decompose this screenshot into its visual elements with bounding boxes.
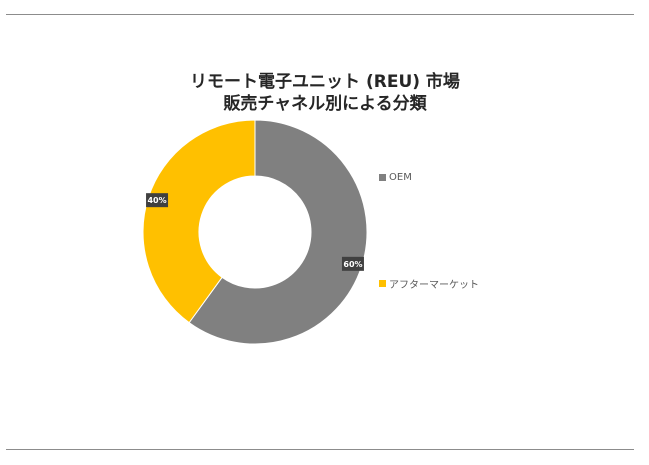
legend-label-aftermarket: アフターマーケット (389, 280, 479, 291)
legend-swatch-oem (379, 174, 386, 181)
data-label-text-oem: 60% (343, 260, 362, 269)
data-label-aftermarket: 40% (146, 193, 169, 208)
legend-item-oem: OEM (379, 172, 412, 183)
chart-title: リモート電子ユニット (REU) 市場 (190, 72, 460, 92)
bottom-divider (6, 449, 634, 450)
data-label-box-aftermarket (146, 193, 169, 208)
chart-subtitle: 販売チャネル別による分類 (223, 94, 427, 114)
legend-item-aftermarket: アフターマーケット (379, 276, 479, 291)
slice-oem (188, 119, 368, 345)
data-label-text-aftermarket: 40% (147, 196, 166, 205)
legend-swatch-aftermarket (379, 280, 386, 287)
data-label-box-oem (341, 256, 364, 271)
data-label-oem: 60% (341, 256, 364, 271)
slice-aftermarket (142, 119, 256, 324)
top-divider (6, 14, 634, 15)
legend-label-oem: OEM (389, 172, 412, 183)
